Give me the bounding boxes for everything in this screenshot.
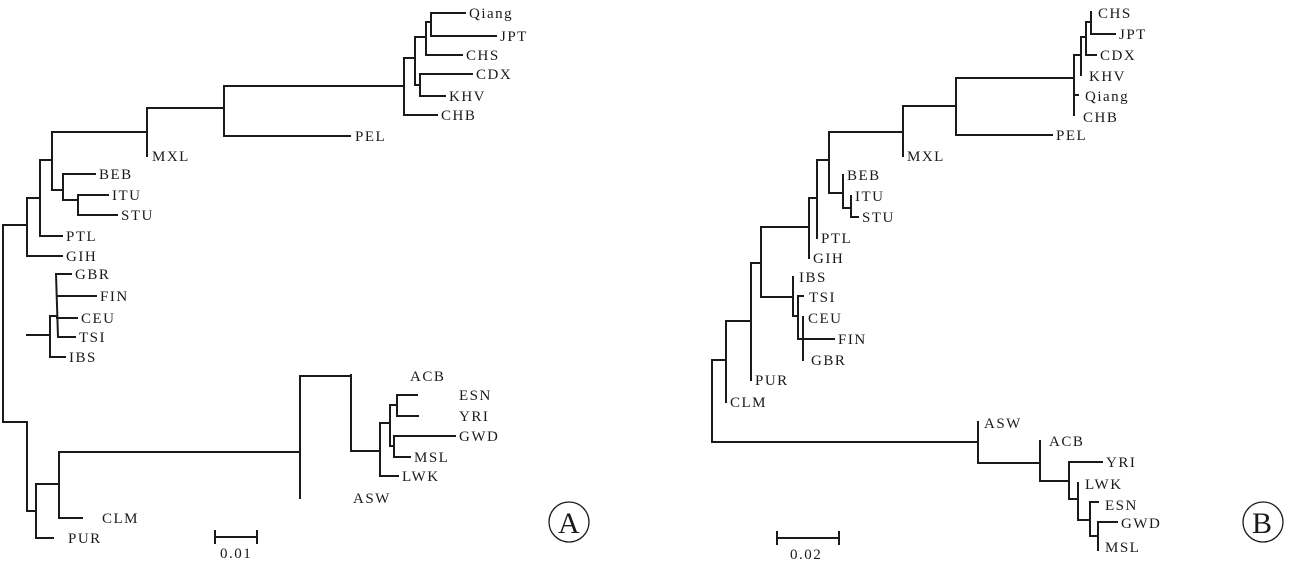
taxon-label-b-ceu: CEU [808,311,843,327]
taxon-label-a-chb: CHB [441,108,476,124]
taxon-label-b-gih: GIH [813,251,844,267]
svg-text:A: A [558,507,580,540]
taxon-label-a-pur: PUR [68,531,102,547]
scale-label-a: 0.01 [220,546,252,562]
taxon-label-a-chs: CHS [466,48,500,64]
panel-label-a: A [548,501,590,543]
taxon-label-b-qiang: Qiang [1085,89,1129,105]
taxon-label-a-gwd: GWD [459,429,499,445]
tree-branch [54,272,60,339]
taxon-label-a-ibs: IBS [69,350,97,366]
taxon-label-b-fin: FIN [838,332,867,348]
taxon-label-a-beb: BEB [99,167,133,183]
taxon-label-a-esn: ESN [459,388,492,404]
taxon-label-a-pel: PEL [355,129,386,145]
taxon-label-b-mxl: MXL [907,149,945,165]
scale-bar-b: 0.02 [776,531,840,563]
taxon-label-b-gbr: GBR [811,353,846,369]
taxon-label-a-asw: ASW [353,491,391,507]
taxon-label-a-itu: ITU [112,188,142,204]
taxon-label-a-mxl: MXL [152,149,190,165]
taxon-label-a-ceu: CEU [81,311,116,327]
taxon-label-b-msl: MSL [1105,540,1140,556]
taxon-label-a-fin: FIN [100,289,129,305]
taxon-label-b-pel: PEL [1056,128,1087,144]
taxon-label-b-chs: CHS [1098,6,1132,22]
taxon-label-b-itu: ITU [855,189,885,205]
scale-bar-a: 0.01 [214,530,258,562]
taxon-label-b-stu: STU [862,210,895,226]
taxon-label-a-khv: KHV [449,89,486,105]
taxon-label-a-jpt: JPT [500,29,528,45]
taxon-label-b-beb: BEB [847,168,881,184]
taxon-label-b-pur: PUR [755,373,789,389]
taxon-label-b-tsi: TSI [809,290,836,306]
taxon-label-a-gih: GIH [66,249,97,265]
taxon-label-b-ptl: PTL [821,231,852,247]
taxon-label-a-lwk: LWK [402,469,440,485]
taxon-label-a-msl: MSL [414,450,449,466]
taxon-label-b-chb: CHB [1083,110,1118,126]
taxon-label-b-jpt: JPT [1119,27,1147,43]
taxon-label-a-clm: CLM [102,511,139,527]
taxon-label-b-acb: ACB [1049,434,1084,450]
taxon-label-b-clm: CLM [730,395,767,411]
svg-text:B: B [1252,507,1272,540]
taxon-label-a-cdx: CDX [476,67,512,83]
taxon-label-a-tsi: TSI [79,330,106,346]
taxon-label-b-ibs: IBS [799,270,827,286]
taxon-label-b-lwk: LWK [1085,477,1123,493]
taxon-label-a-gbr: GBR [75,267,110,283]
taxon-label-b-cdx: CDX [1100,48,1136,64]
taxon-label-b-yri: YRI [1106,455,1136,471]
panel-label-b: B [1242,501,1284,543]
tree-panel-b: CHS JPT CDX KHV Qiang CHB PEL MXL BEB ITU STU PTL GI… [711,6,1161,556]
taxon-label-b-esn: ESN [1105,498,1138,514]
taxon-label-b-asw: ASW [984,416,1022,432]
taxon-label-a-qiang: Qiang [469,6,513,22]
taxon-label-b-khv: KHV [1089,69,1126,85]
taxon-label-a-yri: YRI [459,409,489,425]
taxon-label-b-gwd: GWD [1121,516,1161,532]
taxon-label-a-stu: STU [121,208,154,224]
scale-label-b: 0.02 [790,547,822,563]
taxon-label-a-ptl: PTL [66,229,97,245]
taxon-label-a-acb: ACB [410,369,445,385]
